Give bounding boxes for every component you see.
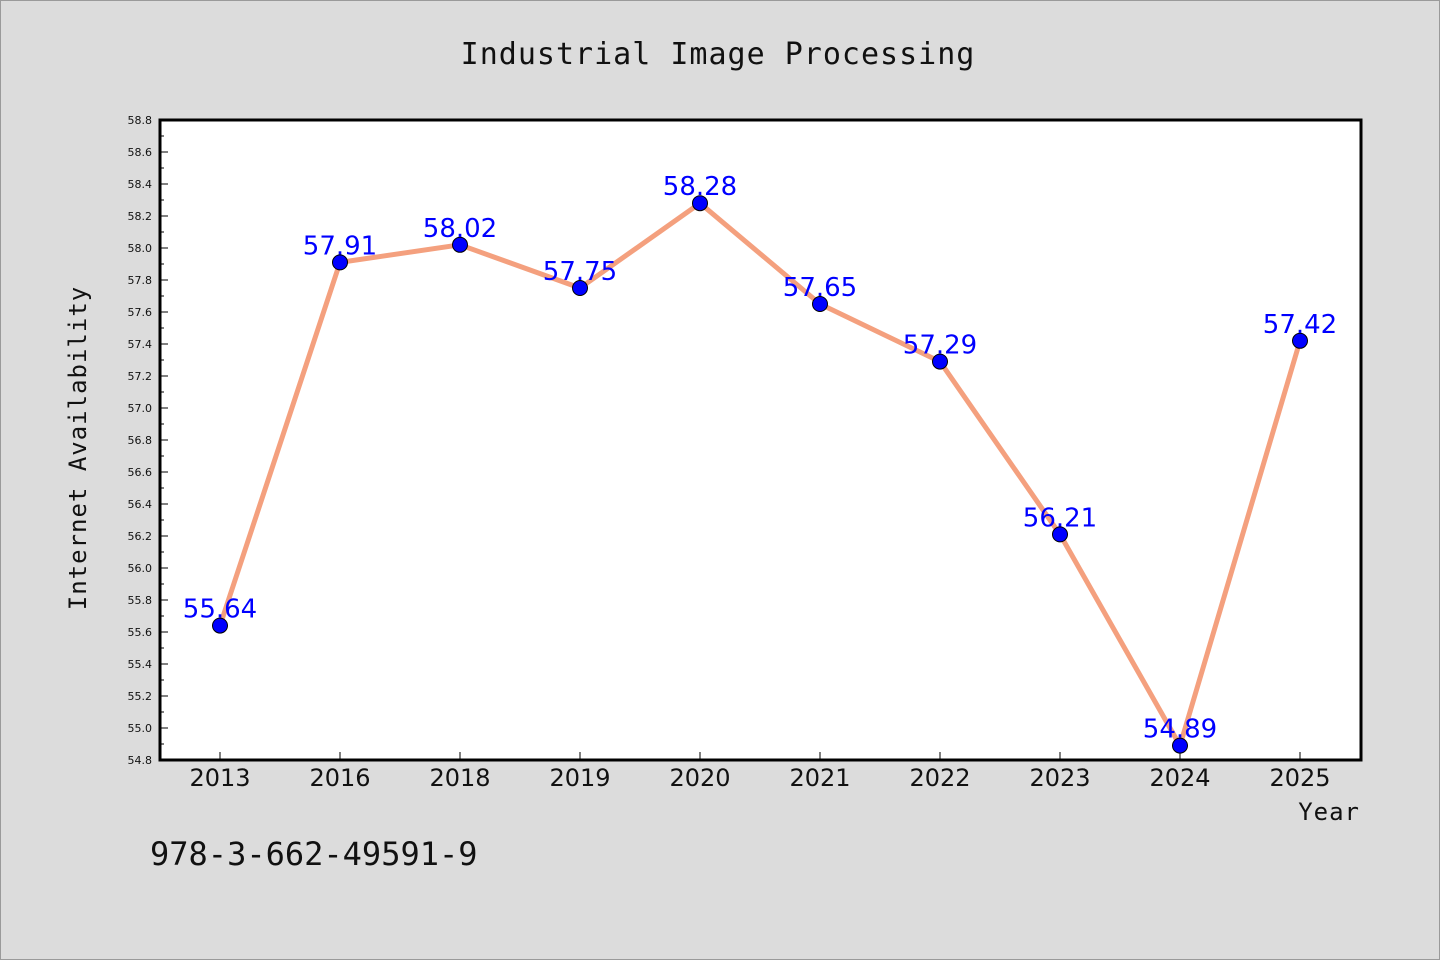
data-label: 57.65 bbox=[783, 273, 857, 303]
y-axis-label: Internet Availability bbox=[64, 286, 92, 610]
data-point-marker bbox=[932, 353, 948, 370]
isbn-text: 978-3-662-49591-9 bbox=[150, 835, 478, 873]
data-point-marker bbox=[812, 296, 828, 312]
y-tick-label: 55.4 bbox=[128, 658, 153, 671]
data-point-marker bbox=[1292, 332, 1308, 349]
y-tick-label: 56.8 bbox=[128, 434, 153, 447]
data-label: 54.89 bbox=[1143, 715, 1217, 745]
data-label: 55.64 bbox=[183, 595, 257, 625]
x-tick-label: 2020 bbox=[669, 764, 730, 792]
y-tick-label: 58.0 bbox=[128, 242, 153, 255]
x-tick-label: 2022 bbox=[909, 764, 970, 792]
y-tick-label: 57.4 bbox=[128, 338, 153, 351]
data-label: 57.29 bbox=[903, 331, 977, 361]
x-tick-label: 2018 bbox=[429, 764, 490, 792]
series-line-group: 55.64 57.91 58.02 57.75 58.28 57.65 57.29 56.21… bbox=[183, 172, 1337, 754]
data-point-marker bbox=[212, 617, 228, 634]
y-tick-label: 55.0 bbox=[128, 722, 153, 735]
data-label: 57.42 bbox=[1263, 310, 1337, 340]
y-tick-label: 55.8 bbox=[128, 594, 153, 607]
y-tick-label: 56.4 bbox=[128, 498, 153, 511]
plot-area bbox=[158, 118, 1363, 762]
data-point-marker bbox=[1172, 737, 1188, 754]
x-axis: 2013 2016 2018 2019 2020 2021 2022 2023 2024 2025 bbox=[189, 752, 1331, 792]
data-label: 58.28 bbox=[663, 172, 737, 202]
data-label: 57.91 bbox=[303, 231, 377, 261]
y-tick-label: 57.0 bbox=[128, 402, 153, 415]
y-tick-label: 56.6 bbox=[128, 466, 153, 479]
data-point-marker bbox=[692, 195, 708, 212]
y-tick-label: 58.8 bbox=[128, 114, 153, 127]
data-point-marker bbox=[1052, 526, 1068, 543]
y-axis: 54.8 55.0 55.2 55.4 55.6 55.8 56.0 56.2 56.4 56.6… bbox=[128, 114, 168, 767]
data-label: 58.02 bbox=[423, 214, 497, 244]
chart-title: Industrial Image Processing bbox=[461, 37, 976, 72]
y-tick-label: 55.2 bbox=[128, 690, 153, 703]
y-tick-label: 56.0 bbox=[128, 562, 153, 575]
y-tick-label: 58.2 bbox=[128, 210, 153, 223]
x-tick-label: 2024 bbox=[1149, 764, 1210, 792]
data-point-marker bbox=[332, 254, 348, 271]
y-tick-label: 57.6 bbox=[128, 306, 153, 319]
x-tick-label: 2023 bbox=[1029, 764, 1090, 792]
x-tick-label: 2016 bbox=[309, 764, 370, 792]
x-axis-label: Year bbox=[1298, 798, 1360, 826]
y-tick-label: 54.8 bbox=[128, 754, 153, 767]
x-tick-label: 2021 bbox=[789, 764, 850, 792]
y-tick-label: 55.6 bbox=[128, 626, 153, 639]
data-label: 56.21 bbox=[1023, 503, 1097, 533]
y-tick-label: 57.2 bbox=[128, 370, 153, 383]
y-tick-label: 58.6 bbox=[128, 146, 153, 159]
data-point-marker bbox=[572, 280, 588, 296]
y-tick-label: 58.4 bbox=[128, 178, 153, 191]
data-label: 57.75 bbox=[543, 257, 617, 287]
series-line bbox=[217, 200, 1303, 749]
x-tick-label: 2013 bbox=[189, 764, 250, 792]
x-tick-label: 2025 bbox=[1269, 764, 1330, 792]
y-tick-label: 56.2 bbox=[128, 530, 153, 543]
data-point-marker bbox=[452, 236, 468, 253]
y-tick-label: 57.8 bbox=[128, 274, 153, 287]
x-tick-label: 2019 bbox=[549, 764, 610, 792]
